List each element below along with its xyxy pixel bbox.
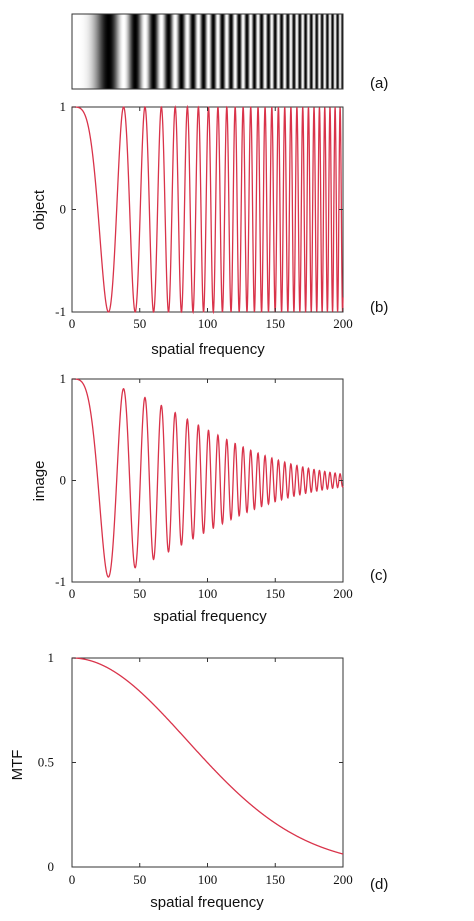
xtick-label: 150 (266, 586, 286, 601)
image-curve (72, 378, 344, 578)
panel-c-image-plot: -101 0 50 100 150 200 image spatial frequenc… (31, 371, 388, 625)
panel-label-b: (b) (370, 299, 388, 316)
xtick-label: 200 (333, 316, 353, 331)
yticks-c: -1 0 1 (55, 371, 343, 589)
ytick-label: 1 (48, 650, 55, 665)
xticks-b: 0 50 100 150 200 (69, 107, 353, 331)
ytick-label: 1 (60, 99, 67, 114)
xticks-d: 0 50 100 150 200 (69, 658, 353, 887)
panel-a: (a) (71, 13, 388, 92)
object-curve (72, 104, 344, 315)
ylabel-object: object (31, 189, 48, 230)
xticks-c: 0 50 100 150 200 (69, 379, 353, 601)
xtick-label: 100 (198, 872, 218, 887)
xtick-label: 150 (266, 316, 286, 331)
xtick-label: 0 (69, 586, 76, 601)
xtick-label: 0 (69, 872, 76, 887)
xtick-label: 150 (266, 872, 286, 887)
xtick-label: 200 (333, 586, 353, 601)
yticks-d: 00.51 (38, 650, 343, 874)
ytick-label: 0 (60, 202, 67, 217)
xtick-label: 50 (133, 586, 146, 601)
ylabel-mtf: MTF (9, 750, 26, 781)
xlabel-b: spatial frequency (151, 341, 265, 358)
ytick-label: 0 (48, 859, 55, 874)
xlabel-d: spatial frequency (150, 894, 264, 911)
ytick-label: -1 (55, 574, 66, 589)
mtf-curve (72, 657, 344, 855)
xtick-label: 100 (198, 316, 218, 331)
grating-strip (71, 13, 344, 90)
xtick-label: 50 (133, 316, 146, 331)
yticks-b: -1 0 1 (55, 99, 343, 319)
ytick-label: 0 (60, 473, 67, 488)
ylabel-image: image (31, 461, 48, 502)
panel-label-c: (c) (370, 567, 388, 584)
xtick-label: 50 (133, 872, 146, 887)
ytick-label: 1 (60, 371, 67, 386)
xtick-label: 100 (198, 586, 218, 601)
panel-b-object-plot: -101 0 50 100 150 200 object spatial frequen… (31, 99, 388, 358)
xlabel-c: spatial frequency (153, 608, 267, 625)
xtick-label: 0 (69, 316, 76, 331)
xtick-label: 200 (333, 872, 353, 887)
panel-d-mtf-plot: 00.51 0 50 100 150 200 MTF spatial frequency… (9, 650, 388, 911)
panel-label-d: (d) (370, 876, 388, 893)
ytick-label: -1 (55, 304, 66, 319)
panel-label-a: (a) (370, 75, 388, 92)
ytick-label: 0.5 (38, 755, 54, 770)
